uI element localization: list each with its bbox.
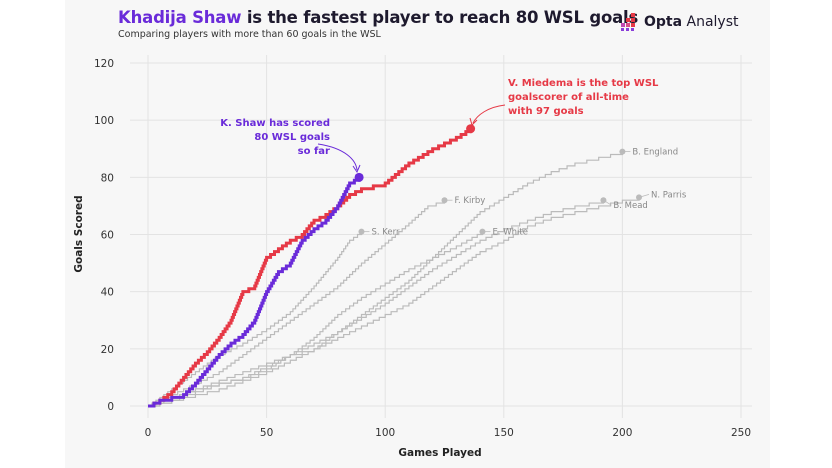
end-marker-k-shaw xyxy=(354,172,364,182)
shaw-annotation: K. Shaw has scored 80 WSL goals so far xyxy=(220,118,330,157)
series-line-k-shaw xyxy=(148,177,361,408)
series-line-b-mead xyxy=(148,200,605,407)
x-tick-label: 150 xyxy=(494,427,514,439)
series-line-e-white xyxy=(148,231,484,407)
label-leader xyxy=(638,193,650,198)
opta-logo-icon xyxy=(621,13,635,31)
svg-text:goalscorer of all-time: goalscorer of all-time xyxy=(508,92,629,103)
player-label-f-kirby: F. Kirby xyxy=(455,196,486,206)
y-tick-label: 20 xyxy=(101,344,114,356)
chart-subtitle: Comparing players with more than 60 goal… xyxy=(118,29,381,40)
series-line-b-england xyxy=(148,151,623,407)
series-line-v-miedema xyxy=(148,128,473,408)
player-label-b-england: B. England xyxy=(632,148,678,158)
title-rest: is the fastest player to reach 80 WSL go… xyxy=(241,8,639,27)
y-tick-label: 40 xyxy=(101,287,114,299)
player-label-s-kerr: S. Kerr xyxy=(371,228,400,238)
y-tick-label: 0 xyxy=(107,401,114,413)
player-label-n-parris: N. Parris xyxy=(651,190,687,200)
svg-text:80 WSL goals: 80 WSL goals xyxy=(254,132,330,143)
y-tick-label: 80 xyxy=(101,172,114,184)
opta-analyst-logo: Opta Analyst xyxy=(618,12,739,32)
svg-text:so far: so far xyxy=(298,146,330,157)
label-leader xyxy=(603,199,612,206)
x-tick-label: 200 xyxy=(612,427,632,439)
series-line-s-kerr xyxy=(148,231,363,407)
player-label-b-mead: B. Mead xyxy=(613,201,647,211)
shaw-arrowhead xyxy=(352,164,361,174)
shaw-arrow xyxy=(317,143,358,171)
miedema-arrowhead xyxy=(469,117,478,126)
x-tick-label: 50 xyxy=(260,427,273,439)
chart-title: Khadija Shaw is the fastest player to re… xyxy=(118,8,638,27)
miedema-arrow xyxy=(472,104,506,124)
series-line-n-parris xyxy=(148,197,640,407)
x-tick-label: 100 xyxy=(375,427,395,439)
svg-text:V. Miedema is the top WSL: V. Miedema is the top WSL xyxy=(508,78,659,89)
end-marker-v-miedema xyxy=(466,124,476,134)
logo-text: Opta Analyst xyxy=(644,14,739,30)
x-tick-label: 250 xyxy=(731,427,751,439)
series-line-f-kirby xyxy=(148,200,446,407)
x-axis-label: Games Played xyxy=(398,447,481,459)
title-highlight: Khadija Shaw xyxy=(118,8,242,27)
y-tick-label: 120 xyxy=(94,58,114,70)
miedema-annotation: V. Miedema is the top WSL goalscorer of … xyxy=(508,78,659,117)
svg-text:with 97 goals: with 97 goals xyxy=(508,106,584,117)
y-tick-label: 60 xyxy=(101,230,114,242)
x-tick-label: 0 xyxy=(145,427,152,439)
y-axis-label: Goals Scored xyxy=(73,195,85,272)
y-tick-label: 100 xyxy=(94,115,114,127)
player-label-e-white: E. White xyxy=(492,228,528,238)
svg-text:K. Shaw has scored: K. Shaw has scored xyxy=(220,118,330,129)
